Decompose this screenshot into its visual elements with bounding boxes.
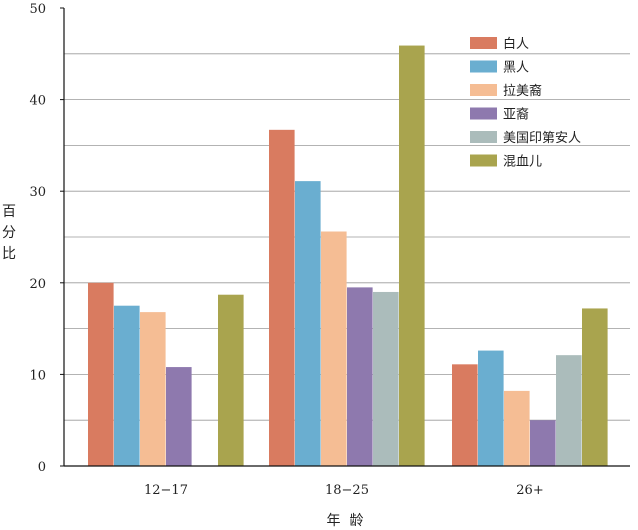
y-axis-title-char: 百: [2, 204, 16, 220]
bar: [114, 305, 140, 466]
bar: [269, 129, 295, 466]
y-axis-title-char: 比: [2, 246, 16, 262]
legend-swatch: [470, 131, 497, 143]
bar: [399, 45, 425, 466]
bar: [478, 350, 504, 466]
y-tick-label: 40: [29, 94, 46, 109]
legend-swatch: [470, 107, 497, 120]
legend-label: 拉美裔: [503, 83, 542, 99]
legend-label: 白人: [503, 36, 529, 52]
bar: [582, 308, 608, 466]
y-tick-label: 50: [29, 2, 46, 17]
legend-swatch: [470, 37, 497, 49]
bar: [140, 312, 166, 466]
bar: [530, 420, 556, 466]
x-tick-labels: 12−17 18−25 26+: [144, 483, 544, 498]
legend-label: 混血儿: [503, 155, 542, 170]
y-tick-label: 30: [29, 185, 46, 200]
legend-label: 黑人: [503, 61, 529, 76]
y-axis-title-char: 分: [2, 225, 16, 241]
bar: [556, 355, 582, 466]
y-tick-label: 10: [29, 368, 46, 383]
legend-swatch: [470, 154, 497, 167]
bars: [88, 45, 608, 466]
x-tick-label: 12−17: [144, 483, 188, 498]
bar: [295, 181, 321, 466]
bar: [452, 364, 478, 466]
y-tick-label: 0: [38, 460, 46, 475]
legend-label: 美国印第安人: [503, 131, 581, 146]
y-axis-title: 百分比: [2, 204, 16, 262]
x-axis-title: 年 龄: [327, 513, 364, 529]
x-tick-label: 26+: [516, 483, 543, 498]
y-tick-label: 20: [29, 277, 46, 292]
bar: [347, 287, 373, 466]
bar: [504, 390, 530, 466]
y-tick-labels: 0 10 20 30 40 50: [29, 2, 64, 475]
legend-swatch: [470, 84, 497, 96]
bar: [218, 294, 244, 466]
bar: [88, 282, 114, 466]
legend-swatch: [470, 60, 497, 73]
x-tick-label: 18−25: [325, 483, 369, 498]
bar: [321, 231, 347, 466]
bar: [166, 367, 192, 466]
bar: [373, 291, 399, 466]
axes: [63, 8, 630, 467]
legend-label: 亚裔: [503, 107, 529, 123]
